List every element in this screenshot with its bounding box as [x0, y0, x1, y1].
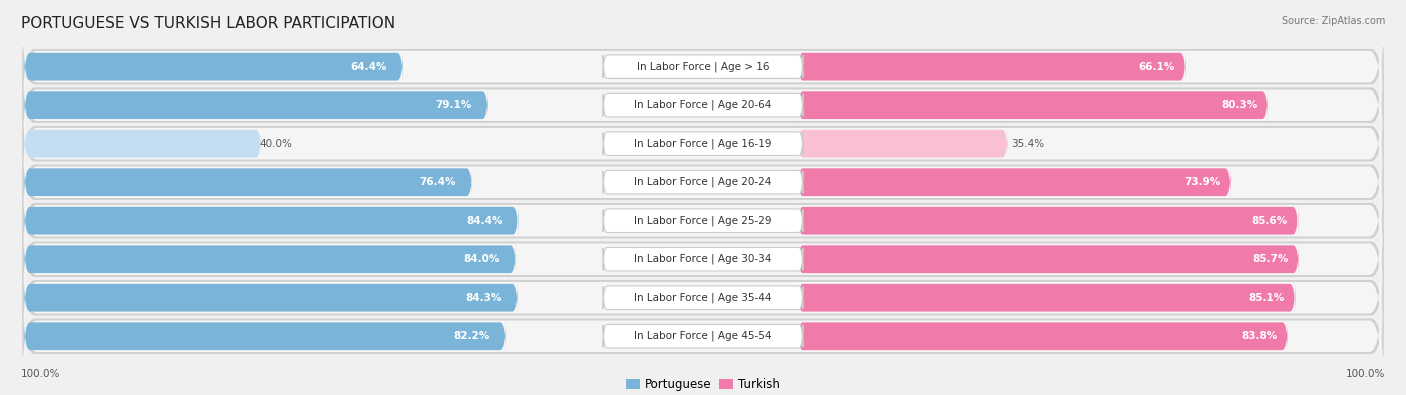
Legend: Portuguese, Turkish: Portuguese, Turkish	[621, 373, 785, 395]
FancyBboxPatch shape	[797, 88, 1268, 122]
FancyBboxPatch shape	[24, 165, 472, 199]
Text: 73.9%: 73.9%	[1184, 177, 1220, 187]
Text: 82.2%: 82.2%	[454, 331, 489, 341]
FancyBboxPatch shape	[24, 13, 1382, 120]
Text: 35.4%: 35.4%	[1011, 139, 1045, 149]
Text: 84.4%: 84.4%	[465, 216, 502, 226]
Text: In Labor Force | Age 20-64: In Labor Force | Age 20-64	[634, 100, 772, 111]
FancyBboxPatch shape	[22, 15, 1384, 118]
FancyBboxPatch shape	[24, 244, 1382, 351]
FancyBboxPatch shape	[22, 169, 1384, 272]
FancyBboxPatch shape	[22, 92, 1384, 195]
FancyBboxPatch shape	[22, 131, 1384, 234]
Text: In Labor Force | Age 45-54: In Labor Force | Age 45-54	[634, 331, 772, 342]
FancyBboxPatch shape	[24, 242, 516, 276]
Text: 85.1%: 85.1%	[1249, 293, 1285, 303]
FancyBboxPatch shape	[603, 55, 803, 79]
FancyBboxPatch shape	[22, 246, 1384, 349]
FancyBboxPatch shape	[603, 286, 803, 310]
Text: 66.1%: 66.1%	[1139, 62, 1175, 71]
FancyBboxPatch shape	[24, 206, 1382, 313]
Text: PORTUGUESE VS TURKISH LABOR PARTICIPATION: PORTUGUESE VS TURKISH LABOR PARTICIPATIO…	[21, 16, 395, 31]
FancyBboxPatch shape	[24, 90, 1382, 197]
FancyBboxPatch shape	[24, 50, 402, 84]
FancyBboxPatch shape	[603, 93, 803, 117]
FancyBboxPatch shape	[22, 54, 1384, 157]
Text: 100.0%: 100.0%	[1346, 369, 1385, 379]
FancyBboxPatch shape	[797, 204, 1298, 238]
Text: 64.4%: 64.4%	[350, 62, 387, 71]
FancyBboxPatch shape	[603, 132, 803, 156]
Text: Source: ZipAtlas.com: Source: ZipAtlas.com	[1281, 16, 1385, 26]
FancyBboxPatch shape	[24, 204, 519, 238]
FancyBboxPatch shape	[24, 319, 506, 353]
FancyBboxPatch shape	[24, 129, 1382, 236]
Text: In Labor Force | Age 25-29: In Labor Force | Age 25-29	[634, 215, 772, 226]
Text: In Labor Force | Age 20-24: In Labor Force | Age 20-24	[634, 177, 772, 188]
FancyBboxPatch shape	[797, 319, 1288, 353]
FancyBboxPatch shape	[24, 167, 1382, 274]
FancyBboxPatch shape	[24, 52, 1382, 159]
Text: In Labor Force | Age 16-19: In Labor Force | Age 16-19	[634, 138, 772, 149]
Text: In Labor Force | Age 30-34: In Labor Force | Age 30-34	[634, 254, 772, 265]
Text: 79.1%: 79.1%	[436, 100, 472, 110]
FancyBboxPatch shape	[22, 285, 1384, 388]
Text: 40.0%: 40.0%	[259, 139, 292, 149]
FancyBboxPatch shape	[24, 283, 1382, 390]
Text: In Labor Force | Age 35-44: In Labor Force | Age 35-44	[634, 292, 772, 303]
Text: 85.6%: 85.6%	[1251, 216, 1288, 226]
FancyBboxPatch shape	[797, 165, 1230, 199]
Text: 85.7%: 85.7%	[1253, 254, 1288, 264]
FancyBboxPatch shape	[797, 281, 1295, 315]
FancyBboxPatch shape	[603, 209, 803, 233]
FancyBboxPatch shape	[24, 88, 488, 122]
FancyBboxPatch shape	[24, 281, 517, 315]
Text: 80.3%: 80.3%	[1220, 100, 1257, 110]
FancyBboxPatch shape	[797, 242, 1299, 276]
Text: In Labor Force | Age > 16: In Labor Force | Age > 16	[637, 61, 769, 72]
FancyBboxPatch shape	[603, 170, 803, 194]
Text: 84.0%: 84.0%	[464, 254, 501, 264]
FancyBboxPatch shape	[603, 247, 803, 271]
Text: 76.4%: 76.4%	[420, 177, 456, 187]
Text: 83.8%: 83.8%	[1241, 331, 1278, 341]
FancyBboxPatch shape	[797, 127, 1008, 161]
FancyBboxPatch shape	[603, 324, 803, 348]
FancyBboxPatch shape	[24, 127, 262, 161]
Text: 100.0%: 100.0%	[21, 369, 60, 379]
FancyBboxPatch shape	[797, 50, 1185, 84]
FancyBboxPatch shape	[22, 208, 1384, 311]
Text: 84.3%: 84.3%	[465, 293, 502, 303]
